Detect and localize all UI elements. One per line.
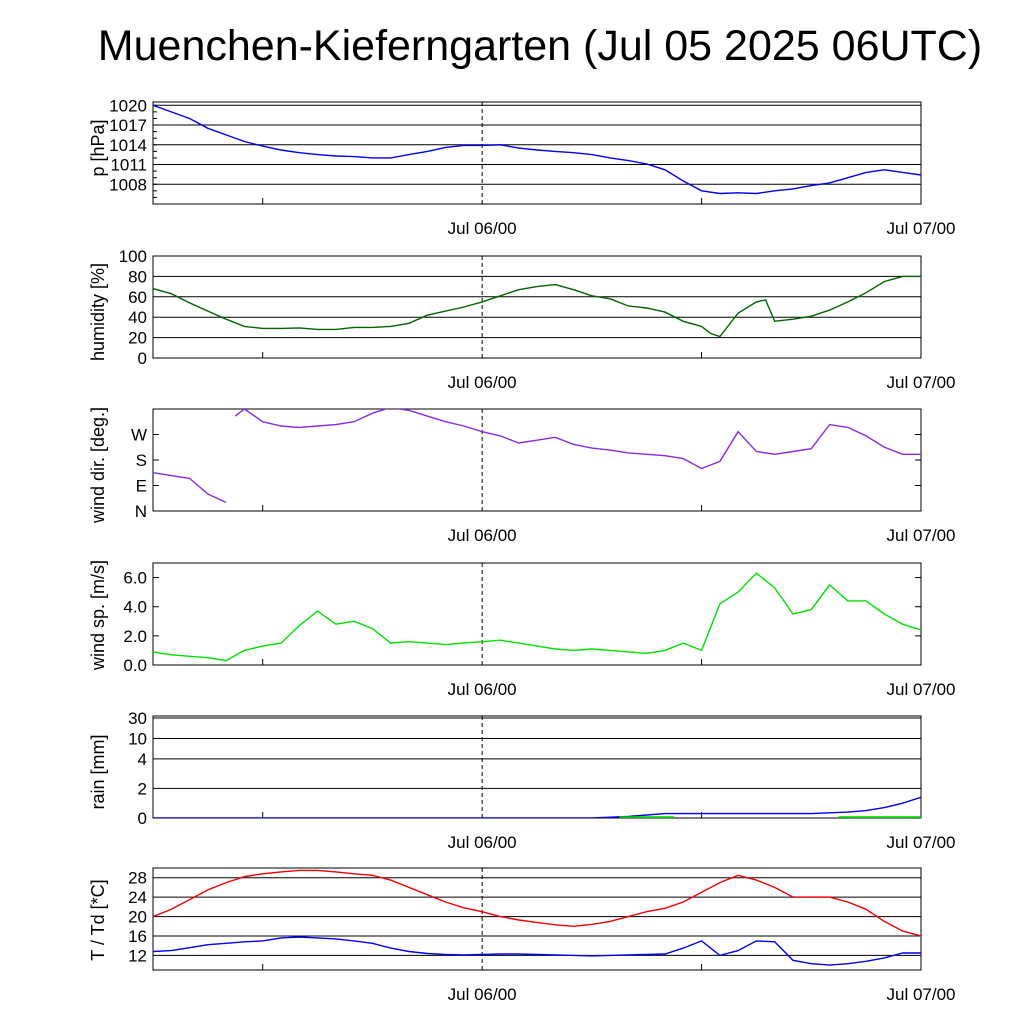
series-line xyxy=(153,936,921,966)
series-line xyxy=(153,572,921,662)
y-tick-label: 10 xyxy=(128,729,147,748)
rain-bar xyxy=(619,816,675,818)
y-tick-label: 0 xyxy=(138,349,147,368)
y-tick-label: 12 xyxy=(128,946,147,965)
plot-frame xyxy=(152,408,922,512)
x-tick-label: Jul 07/00 xyxy=(887,833,956,852)
y-tick-label: W xyxy=(131,425,147,444)
y-tick-label: 0.0 xyxy=(123,656,147,675)
y-axis-label: wind dir. [deg.] xyxy=(88,407,108,524)
series-line xyxy=(153,796,921,818)
x-tick-label: Jul 06/00 xyxy=(448,985,517,1004)
series-line xyxy=(153,104,921,195)
y-tick-label: 100 xyxy=(119,247,147,266)
y-tick-label: 4.0 xyxy=(123,598,147,617)
plot-frame xyxy=(152,867,922,971)
x-tick-label: Jul 07/00 xyxy=(887,985,956,1004)
y-tick-label: 1017 xyxy=(109,116,147,135)
page-title: Muenchen-Kieferngarten (Jul 05 2025 06UT… xyxy=(97,22,983,70)
plot-frame xyxy=(152,715,922,819)
y-tick-label: 20 xyxy=(128,329,147,348)
x-tick-label: Jul 07/00 xyxy=(887,680,956,699)
y-tick-label: 24 xyxy=(128,888,147,907)
plot-frame xyxy=(152,562,922,666)
y-tick-label: 0 xyxy=(138,809,147,828)
y-tick-label: 2 xyxy=(138,779,147,798)
y-axis-label: p [hPa] xyxy=(88,119,108,176)
x-tick-label: Jul 06/00 xyxy=(448,833,517,852)
y-tick-label: 30 xyxy=(128,709,147,728)
y-tick-label: 1020 xyxy=(109,96,147,115)
y-tick-label: 1011 xyxy=(110,156,147,175)
y-axis-label: wind sp. [m/s] xyxy=(88,560,108,671)
y-tick-label: 16 xyxy=(128,927,147,946)
y-tick-label: 28 xyxy=(128,869,147,888)
y-axis-label: T / Td [*C] xyxy=(88,879,108,960)
y-tick-label: N xyxy=(135,502,147,521)
rain-bar xyxy=(838,816,921,818)
y-tick-label: 80 xyxy=(128,267,147,286)
series-line xyxy=(153,869,921,937)
x-tick-label: Jul 06/00 xyxy=(448,373,517,392)
y-tick-label: 40 xyxy=(128,308,147,327)
y-tick-label: 4 xyxy=(138,750,147,769)
y-tick-label: 2.0 xyxy=(123,627,147,646)
series-line xyxy=(153,275,921,338)
y-tick-label: 6.0 xyxy=(123,569,147,588)
x-tick-label: Jul 07/00 xyxy=(887,373,956,392)
y-axis-label: rain [mm] xyxy=(88,734,108,809)
panel-wind_speed: 0.0 2.0 4.0 6.0 wind sp. [m/s] Jul 06/00 Jul 0… xyxy=(88,560,956,699)
y-tick-label: 60 xyxy=(128,288,147,307)
x-tick-label: Jul 07/00 xyxy=(887,526,956,545)
y-tick-label: E xyxy=(136,476,147,495)
series-line xyxy=(234,409,921,470)
y-tick-label: 20 xyxy=(128,908,147,927)
x-tick-label: Jul 07/00 xyxy=(887,219,956,238)
x-tick-label: Jul 06/00 xyxy=(448,219,517,238)
plot-frame xyxy=(152,101,922,205)
y-axis-label: humidity [%] xyxy=(88,263,108,361)
y-tick-label: 1008 xyxy=(109,175,147,194)
x-tick-label: Jul 06/00 xyxy=(448,526,517,545)
series-line xyxy=(153,472,227,504)
y-tick-label: 1014 xyxy=(109,136,147,155)
plot-frame xyxy=(152,255,922,359)
x-tick-label: Jul 06/00 xyxy=(448,680,517,699)
y-tick-label: S xyxy=(136,451,147,470)
